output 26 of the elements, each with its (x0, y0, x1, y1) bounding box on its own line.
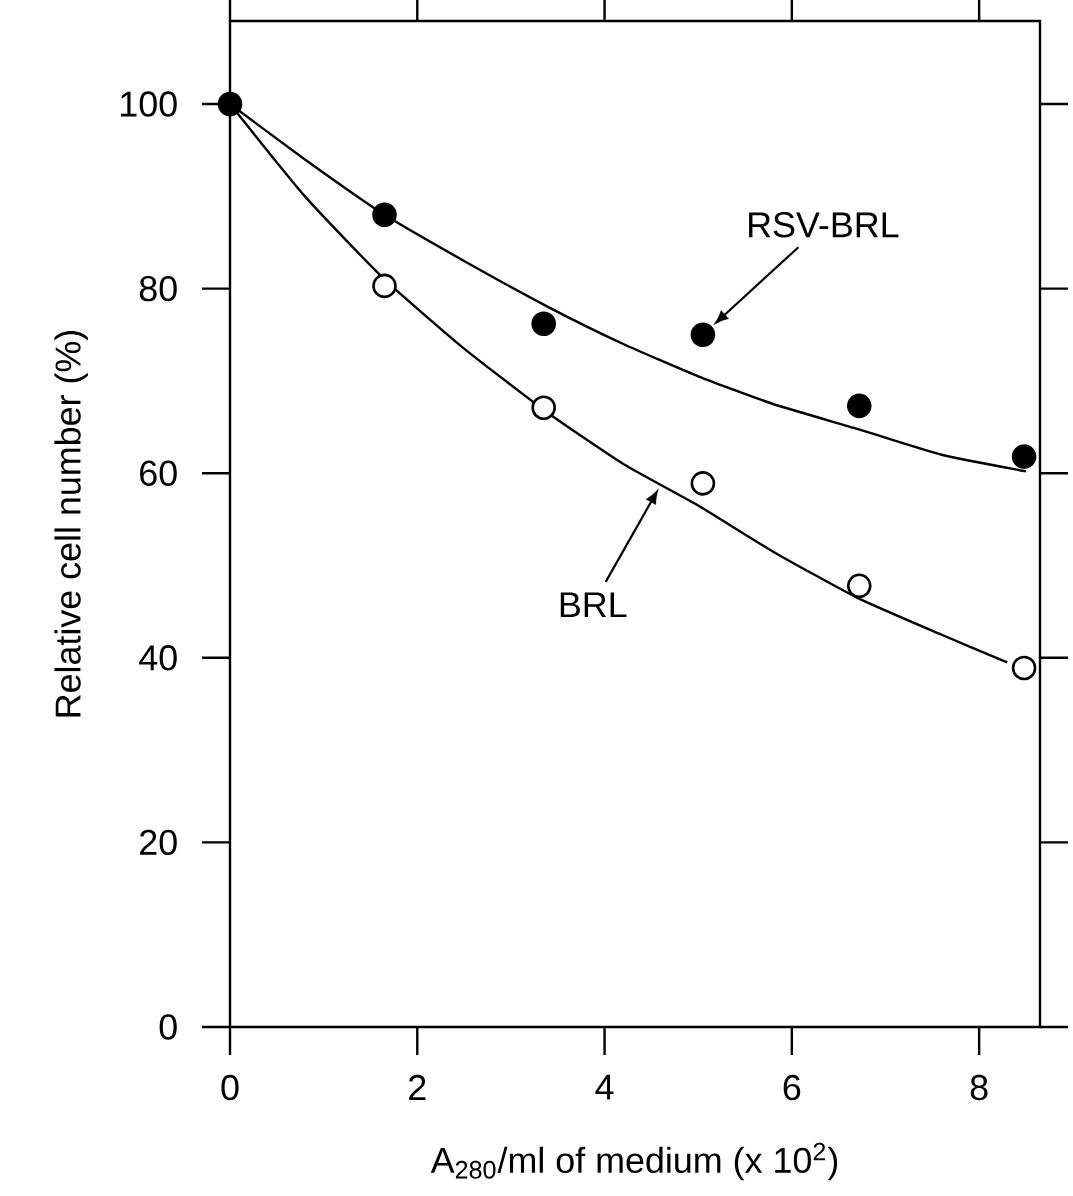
point (690, 322, 716, 348)
y-tick-label: 40 (139, 645, 177, 671)
point (846, 573, 872, 599)
point (531, 311, 556, 337)
x-tick-label: 4 (595, 1074, 614, 1100)
point (690, 471, 716, 496)
point (1011, 655, 1037, 681)
annotation: RSV-BRL (749, 212, 899, 238)
point (1011, 444, 1037, 469)
x-tick-label: 8 (970, 1074, 988, 1101)
point (372, 202, 397, 228)
annotation: BRL (560, 592, 627, 618)
y-tick-label: 80 (139, 275, 177, 302)
y-tick-label: 60 (140, 460, 177, 486)
y-tick-label: 100 (121, 91, 177, 117)
x-tick-label: 0 (221, 1074, 239, 1101)
point (846, 393, 872, 419)
point (217, 91, 243, 117)
point (531, 395, 556, 420)
point (372, 273, 397, 299)
x-axis-title: A$_{280}$/ml of medium (x 10$^{2}$) (430, 1142, 838, 1181)
x-tick-label: 2 (409, 1074, 426, 1100)
y-tick-label: 20 (140, 829, 177, 856)
y-axis-title: Relative cell number (%) (54, 330, 88, 717)
x-tick-label: 6 (783, 1074, 801, 1101)
y-tick-label: 0 (159, 1014, 177, 1040)
